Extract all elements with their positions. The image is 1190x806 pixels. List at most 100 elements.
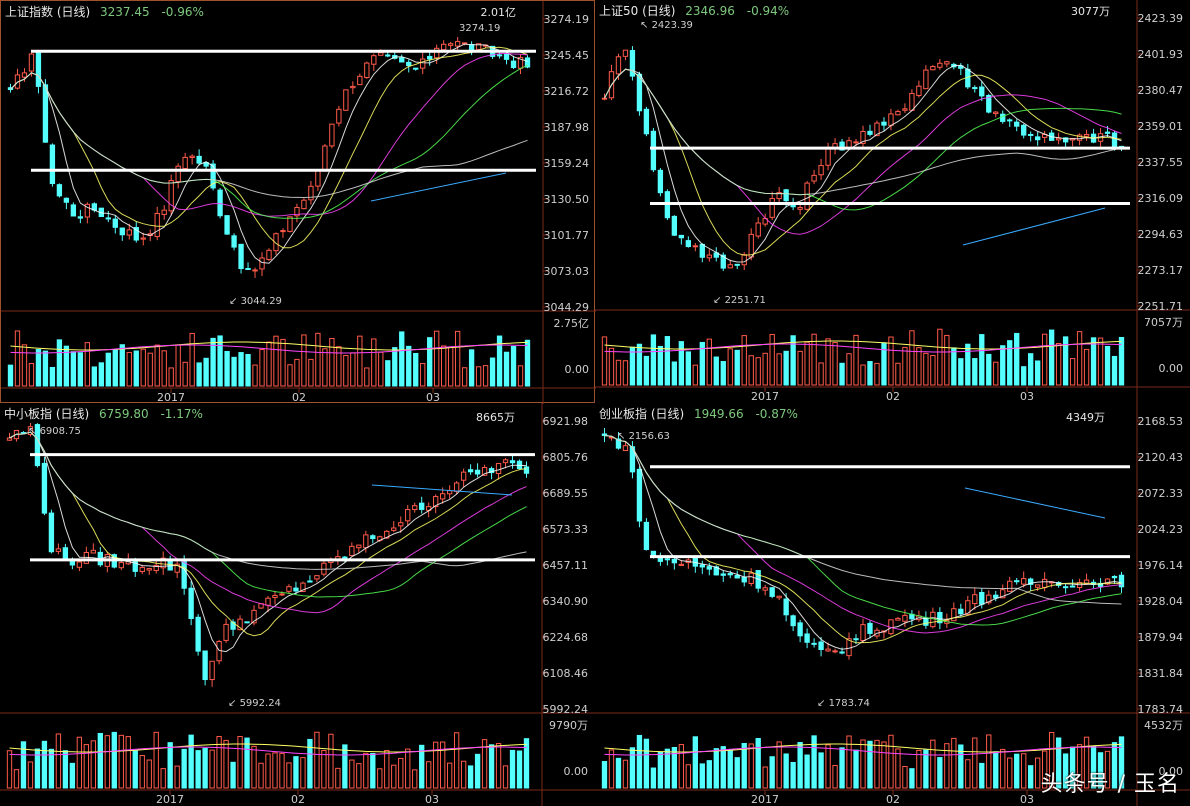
volume-bar xyxy=(112,349,118,387)
volume-bar xyxy=(516,750,523,789)
high-label: ↖ 6908.75 xyxy=(28,426,81,437)
candle-body xyxy=(7,87,14,91)
volume-bar xyxy=(371,338,377,387)
volume-bar xyxy=(937,328,943,386)
volume-bar xyxy=(21,344,28,387)
volume-bar xyxy=(231,356,237,387)
volume-bar xyxy=(287,364,293,387)
volume-bar xyxy=(489,357,496,387)
volume-bar xyxy=(769,756,775,789)
volume-bar xyxy=(363,752,369,789)
volume-bar xyxy=(790,761,796,789)
volume-tick-label: 7057万 xyxy=(1144,316,1183,329)
candle-body xyxy=(70,204,77,217)
candle-body xyxy=(839,651,845,654)
volume-bar xyxy=(90,740,96,789)
volume-bar xyxy=(202,747,208,789)
volume-bar xyxy=(1048,329,1055,386)
volume-bar xyxy=(804,341,810,386)
volume-bar xyxy=(118,734,124,789)
candle-body xyxy=(467,469,474,473)
volume-bar xyxy=(720,746,726,789)
candle-body xyxy=(427,55,433,60)
candle-body xyxy=(741,254,747,266)
index-name: 上证指数 (日线) xyxy=(5,5,91,19)
volume-bar xyxy=(350,352,356,387)
volume-bar xyxy=(314,731,320,789)
y-tick-label: 3187.98 xyxy=(544,121,590,134)
candle-body xyxy=(895,617,901,621)
volume-bar xyxy=(224,350,230,387)
volume-bar xyxy=(720,361,726,386)
ma5-line xyxy=(9,431,527,653)
volume-bar xyxy=(209,749,215,789)
y-tick-label: 6108.46 xyxy=(543,667,589,680)
candle-body xyxy=(420,58,426,69)
panel-chinext[interactable]: 2168.53 2120.43 2072.33 2024.23 1976.14 1928.… xyxy=(595,403,1190,806)
candle-body xyxy=(839,141,845,151)
candle-body xyxy=(370,535,376,540)
candle-body xyxy=(615,438,622,449)
volume-bar xyxy=(1118,336,1125,386)
volume-bar xyxy=(846,353,852,386)
volume-bar xyxy=(488,744,495,789)
volume-bar xyxy=(475,366,482,387)
volume-bar xyxy=(377,768,383,789)
candle-body xyxy=(293,587,299,592)
chart-canvas-2: 6921.98 6805.76 6689.55 6573.33 6457.11 6340.… xyxy=(0,403,595,806)
volume-bar xyxy=(832,764,838,789)
volume-bar xyxy=(98,362,104,387)
panel-shanghai-composite[interactable]: 3274.19 3245.45 3216.72 3187.98 3159.24 3130.… xyxy=(0,0,596,404)
candle-body xyxy=(231,235,237,248)
candle-body xyxy=(993,594,999,599)
candle-body xyxy=(378,52,384,56)
x-tick-label: 02 xyxy=(292,391,306,404)
candle-body xyxy=(1104,578,1111,585)
y-tick-label: 1976.14 xyxy=(1138,559,1184,572)
candle-body xyxy=(272,594,278,599)
volume-bar xyxy=(888,336,894,386)
volume-bar xyxy=(13,769,20,789)
volume-bar xyxy=(734,349,740,386)
candle-body xyxy=(55,548,62,552)
volume-bar xyxy=(419,744,425,789)
candle-body xyxy=(1035,136,1041,141)
high-label: ↖ 2156.63 xyxy=(617,431,670,442)
volume-bar xyxy=(266,341,272,387)
volume-bar xyxy=(657,345,664,386)
volume-bar xyxy=(678,744,685,789)
volume-bar xyxy=(1028,353,1034,386)
candle-body xyxy=(769,587,775,597)
candle-body xyxy=(671,215,678,236)
volume-bar xyxy=(174,765,180,789)
volume-bar xyxy=(252,364,258,387)
volume-bar xyxy=(20,741,27,789)
y-tick-label: 2316.09 xyxy=(1138,192,1184,205)
volume-bar xyxy=(608,749,615,789)
panel-sse50[interactable]: 2423.39 2401.93 2380.47 2359.01 2337.55 2316.… xyxy=(595,0,1190,403)
candle-body xyxy=(314,575,320,580)
y-tick-label: 2380.47 xyxy=(1138,84,1184,97)
candle-body xyxy=(762,587,768,591)
volume-bar xyxy=(951,737,957,789)
volume-bar xyxy=(321,750,327,789)
candle-body xyxy=(447,43,454,46)
candle-body xyxy=(748,572,754,584)
volume-ma-line xyxy=(9,743,527,753)
low-label: ↙ 1783.74 xyxy=(817,698,870,709)
volume-bar xyxy=(69,762,76,789)
candle-body xyxy=(853,141,859,144)
candle-body xyxy=(481,467,488,476)
candle-body xyxy=(474,469,481,475)
volume-bar xyxy=(986,353,992,386)
y-tick-label: 1928.04 xyxy=(1138,595,1184,608)
candle-body xyxy=(1014,121,1020,127)
ma20-line xyxy=(9,431,527,614)
volume-bar xyxy=(329,338,335,387)
candle-body xyxy=(930,66,936,71)
panel-title: 中小板指 (日线) 6759.80 -1.17% xyxy=(4,405,203,422)
ma5-line xyxy=(604,64,1122,263)
volume-bar xyxy=(839,747,845,789)
candle-body xyxy=(175,165,181,183)
panel-sme-board[interactable]: 6921.98 6805.76 6689.55 6573.33 6457.11 6340.… xyxy=(0,403,595,806)
